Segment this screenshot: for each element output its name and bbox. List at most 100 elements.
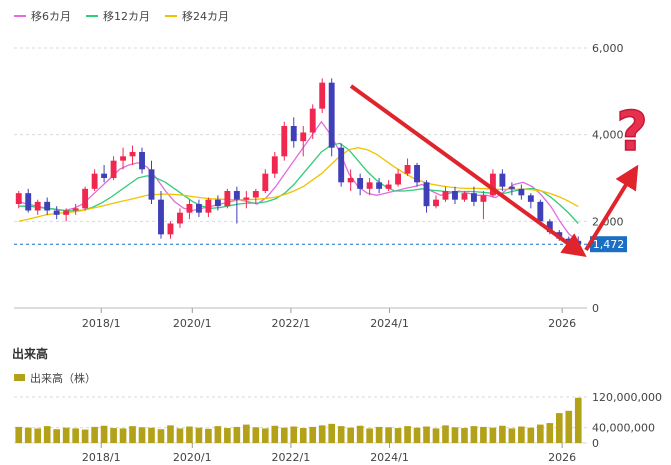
volume-bar <box>176 428 184 443</box>
volume-bar <box>413 427 421 443</box>
candle-body <box>205 199 212 213</box>
candle-body <box>15 193 22 204</box>
volume-bar <box>243 424 250 443</box>
candle-body <box>527 195 534 202</box>
volume-bar <box>261 428 269 443</box>
volume-bar <box>129 426 136 443</box>
candle-body <box>300 132 307 142</box>
volume-bar <box>119 428 127 443</box>
volume-bar <box>110 428 117 443</box>
volume-bars <box>15 397 582 443</box>
candle-body <box>575 240 582 245</box>
current-price-label: 1,472 <box>593 238 625 251</box>
legend-label: 移24カ月 <box>182 10 229 23</box>
candle-body <box>252 191 259 198</box>
price-y-tick-label: 6,000 <box>592 42 624 55</box>
volume-legend: 出来高（株） <box>14 371 96 385</box>
candle-body <box>442 191 449 200</box>
volume-bar <box>233 426 241 443</box>
candle-body <box>423 182 430 207</box>
candle-body <box>101 173 108 178</box>
candle-body <box>366 182 373 189</box>
candle-body <box>508 186 515 189</box>
candle-body <box>82 188 89 209</box>
candle-body <box>480 195 487 202</box>
candle-body <box>44 201 51 211</box>
candle-body <box>281 126 288 157</box>
volume-bar <box>423 426 430 443</box>
volume-bar <box>356 425 364 443</box>
candle-body <box>34 201 41 211</box>
volume-bar <box>451 427 459 443</box>
volume-bar <box>43 426 51 443</box>
legend-label: 移12カ月 <box>103 10 150 23</box>
candle-body <box>461 193 468 200</box>
candle-body <box>414 165 420 183</box>
candle-body <box>347 178 354 183</box>
volume-bar <box>489 427 497 443</box>
volume-bar <box>404 426 411 443</box>
candle-body <box>376 182 383 189</box>
volume-bar <box>347 427 354 443</box>
volume-bar <box>72 428 79 443</box>
price-x-tick-label: 2026 <box>548 317 576 330</box>
candle-body <box>110 160 117 178</box>
volume-bar <box>555 413 563 443</box>
legend: 移6カ月 移12カ月 移24カ月 <box>14 10 229 23</box>
volume-bar <box>271 425 279 443</box>
volume-bar <box>537 424 544 443</box>
candle-body <box>243 197 250 200</box>
volume-bar <box>290 426 298 443</box>
volume-bar <box>167 425 174 443</box>
price-x-tick-label: 2022/1 <box>272 317 311 330</box>
volume-bar <box>337 426 345 443</box>
candle-body <box>395 173 402 185</box>
candle-body <box>499 173 506 187</box>
candle-body <box>177 212 183 224</box>
volume-x-tick-label: 2022/1 <box>272 451 311 464</box>
volume-bar <box>24 427 32 443</box>
candle-body <box>271 156 278 174</box>
volume-bar <box>252 427 260 443</box>
candle-body <box>404 165 411 174</box>
volume-y-tick-label: 40,000,000 <box>592 422 655 435</box>
volume-x-axis: 2018/1 2020/1 2022/1 2024/1 2026 <box>82 443 576 464</box>
volume-bar <box>518 426 525 443</box>
volume-legend-swatch <box>14 374 25 381</box>
moving-average-line <box>18 147 579 222</box>
candle-body <box>518 188 525 196</box>
candle-body <box>167 223 174 235</box>
volume-bar <box>100 425 108 443</box>
candle-body <box>433 199 439 207</box>
candle-body <box>148 169 155 200</box>
current-price-badge <box>590 236 627 253</box>
candle-body <box>290 126 297 142</box>
candle-body <box>319 82 326 109</box>
volume-bar <box>214 426 222 443</box>
price-x-tick-label: 2020/1 <box>173 317 212 330</box>
candle-body <box>224 191 231 207</box>
volume-bar <box>461 428 468 443</box>
volume-section-title: 出来高 <box>12 346 48 361</box>
volume-bar <box>432 428 440 443</box>
candle-body <box>120 156 126 161</box>
volume-bar <box>574 397 582 443</box>
volume-x-tick-label: 2018/1 <box>82 451 121 464</box>
candle-body <box>25 193 32 211</box>
candle-body <box>214 199 221 207</box>
candlesticks <box>15 78 582 247</box>
moving-average-line <box>18 142 579 224</box>
annotations: ? <box>349 84 648 258</box>
price-x-axis: 2018/1 2020/1 2022/1 2024/1 2026 <box>14 307 587 330</box>
candle-body <box>158 199 164 235</box>
volume-bar <box>62 427 70 443</box>
volume-y-axis: 0 40,000,000 120,000,000 <box>592 391 662 450</box>
volume-bar <box>442 425 449 443</box>
volume-bar <box>309 426 317 443</box>
volume-bar <box>195 427 203 443</box>
volume-x-tick-label: 2020/1 <box>173 451 212 464</box>
candle-body <box>328 82 335 148</box>
price-x-tick-label: 2024/1 <box>370 317 409 330</box>
